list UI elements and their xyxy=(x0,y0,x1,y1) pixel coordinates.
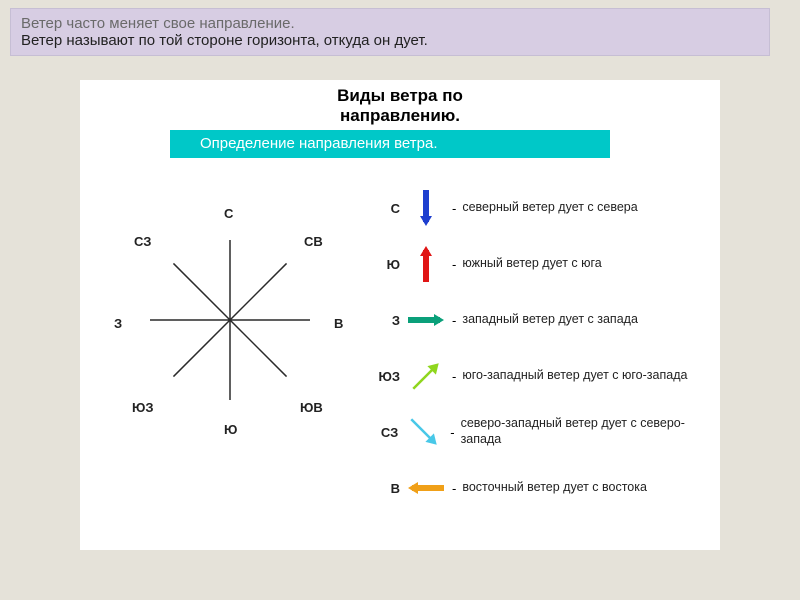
legend-arrow-icon xyxy=(404,408,444,456)
legend-code: С xyxy=(370,201,400,216)
compass-rose: ССВВЮВЮЮЗЗСЗ xyxy=(120,210,340,430)
legend-row: С -северный ветер дует с севера xyxy=(370,180,710,236)
legend-dash: - xyxy=(452,313,456,328)
legend: С-северный ветер дует с севераЮ-южный ве… xyxy=(370,180,710,516)
legend-dash: - xyxy=(452,201,456,216)
legend-dash: - xyxy=(452,369,456,384)
legend-desc: юго-западный ветер дует с юго-запада xyxy=(462,368,687,384)
legend-desc: южный ветер дует с юга xyxy=(462,256,601,272)
compass-label-n: С xyxy=(224,206,233,221)
compass-label-w: З xyxy=(114,316,122,331)
compass-label-ne: СВ xyxy=(304,234,323,249)
compass-label-sw: ЮЗ xyxy=(132,400,154,415)
legend-row: Ю -южный ветер дует с юга xyxy=(370,236,710,292)
compass-label-e: В xyxy=(334,316,343,331)
panel-title: Виды ветра понаправлению. xyxy=(80,86,720,125)
legend-code: В xyxy=(370,481,400,496)
compass-label-se: ЮВ xyxy=(300,400,323,415)
compass-label-nw: СЗ xyxy=(134,234,151,249)
legend-arrow-icon xyxy=(406,184,446,232)
legend-code: Ю xyxy=(370,257,400,272)
panel-subtitle: Определение направления ветра. xyxy=(170,130,610,158)
legend-arrow-icon xyxy=(406,240,446,288)
legend-row: СЗ -северо-западный ветер дует с северо-з… xyxy=(370,404,710,460)
legend-arrow-icon xyxy=(406,464,446,512)
legend-arrow-icon xyxy=(406,296,446,344)
legend-dash: - xyxy=(452,481,456,496)
legend-code: ЮЗ xyxy=(370,369,400,384)
legend-row: З -западный ветер дует с запада xyxy=(370,292,710,348)
header-line1: Ветер часто меняет свое направление. xyxy=(21,15,759,32)
legend-row: ЮЗ -юго-западный ветер дует с юго-запада xyxy=(370,348,710,404)
legend-desc: западный ветер дует с запада xyxy=(462,312,638,328)
legend-desc: восточный ветер дует с востока xyxy=(462,480,647,496)
legend-dash: - xyxy=(450,425,454,440)
legend-desc: северо-западный ветер дует с северо-запа… xyxy=(461,416,710,447)
legend-dash: - xyxy=(452,257,456,272)
header-box: Ветер часто меняет свое направление. Вет… xyxy=(10,8,770,56)
legend-arrow-icon xyxy=(406,352,446,400)
legend-code: З xyxy=(370,313,400,328)
legend-code: СЗ xyxy=(370,425,398,440)
compass-label-s: Ю xyxy=(224,422,237,437)
header-line2: Ветер называют по той стороне горизонта,… xyxy=(21,32,759,49)
legend-row: В -восточный ветер дует с востока xyxy=(370,460,710,516)
diagram-panel: Виды ветра понаправлению. Определение на… xyxy=(80,80,720,550)
legend-desc: северный ветер дует с севера xyxy=(462,200,637,216)
